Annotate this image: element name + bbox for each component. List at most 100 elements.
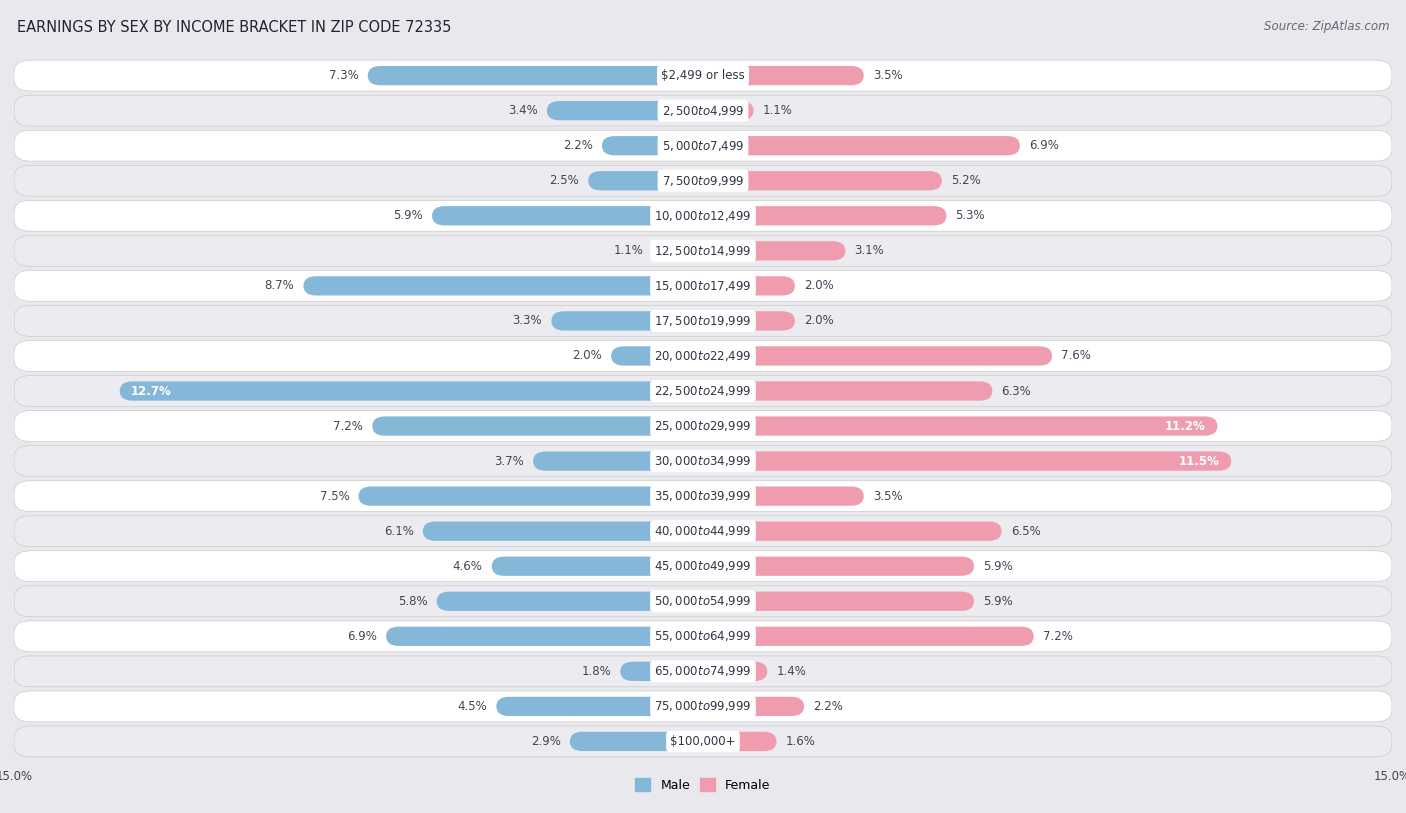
Text: 4.5%: 4.5% xyxy=(457,700,486,713)
Text: 3.5%: 3.5% xyxy=(873,489,903,502)
FancyBboxPatch shape xyxy=(547,101,703,120)
Text: 7.3%: 7.3% xyxy=(329,69,359,82)
FancyBboxPatch shape xyxy=(14,551,1392,581)
Legend: Male, Female: Male, Female xyxy=(630,773,776,797)
Text: 6.5%: 6.5% xyxy=(1011,524,1040,537)
FancyBboxPatch shape xyxy=(14,621,1392,652)
Text: 2.5%: 2.5% xyxy=(550,174,579,187)
Text: 11.2%: 11.2% xyxy=(1166,420,1206,433)
Text: 2.0%: 2.0% xyxy=(572,350,602,363)
Text: $65,000 to $74,999: $65,000 to $74,999 xyxy=(654,664,752,678)
Text: $45,000 to $49,999: $45,000 to $49,999 xyxy=(654,559,752,573)
FancyBboxPatch shape xyxy=(14,130,1392,161)
FancyBboxPatch shape xyxy=(602,136,703,155)
FancyBboxPatch shape xyxy=(703,207,946,225)
Text: 5.9%: 5.9% xyxy=(394,209,423,222)
Text: 1.4%: 1.4% xyxy=(776,665,807,678)
FancyBboxPatch shape xyxy=(14,411,1392,441)
FancyBboxPatch shape xyxy=(14,271,1392,302)
Text: 2.2%: 2.2% xyxy=(813,700,844,713)
Text: 2.0%: 2.0% xyxy=(804,315,834,328)
FancyBboxPatch shape xyxy=(304,276,703,295)
Text: 11.5%: 11.5% xyxy=(1178,454,1219,467)
FancyBboxPatch shape xyxy=(551,311,703,331)
Text: 1.8%: 1.8% xyxy=(582,665,612,678)
Text: $22,500 to $24,999: $22,500 to $24,999 xyxy=(654,384,752,398)
Text: $15,000 to $17,499: $15,000 to $17,499 xyxy=(654,279,752,293)
FancyBboxPatch shape xyxy=(359,486,703,506)
FancyBboxPatch shape xyxy=(569,732,703,751)
FancyBboxPatch shape xyxy=(437,592,703,611)
FancyBboxPatch shape xyxy=(14,200,1392,231)
FancyBboxPatch shape xyxy=(14,515,1392,546)
Text: 7.6%: 7.6% xyxy=(1062,350,1091,363)
FancyBboxPatch shape xyxy=(703,451,1232,471)
Text: $7,500 to $9,999: $7,500 to $9,999 xyxy=(662,174,744,188)
FancyBboxPatch shape xyxy=(703,101,754,120)
Text: $30,000 to $34,999: $30,000 to $34,999 xyxy=(654,454,752,468)
FancyBboxPatch shape xyxy=(703,346,1052,366)
Text: 6.9%: 6.9% xyxy=(347,630,377,643)
FancyBboxPatch shape xyxy=(703,416,1218,436)
Text: 3.4%: 3.4% xyxy=(508,104,537,117)
FancyBboxPatch shape xyxy=(703,557,974,576)
FancyBboxPatch shape xyxy=(14,726,1392,757)
FancyBboxPatch shape xyxy=(703,136,1019,155)
Text: 5.3%: 5.3% xyxy=(956,209,986,222)
Text: 7.5%: 7.5% xyxy=(319,489,349,502)
FancyBboxPatch shape xyxy=(368,66,703,85)
FancyBboxPatch shape xyxy=(703,486,863,506)
Text: $20,000 to $22,499: $20,000 to $22,499 xyxy=(654,349,752,363)
Text: $17,500 to $19,999: $17,500 to $19,999 xyxy=(654,314,752,328)
Text: $40,000 to $44,999: $40,000 to $44,999 xyxy=(654,524,752,538)
FancyBboxPatch shape xyxy=(387,627,703,646)
FancyBboxPatch shape xyxy=(703,381,993,401)
Text: 5.2%: 5.2% xyxy=(950,174,981,187)
Text: 6.1%: 6.1% xyxy=(384,524,413,537)
Text: 12.7%: 12.7% xyxy=(131,385,172,398)
Text: 5.9%: 5.9% xyxy=(983,559,1012,572)
Text: 3.1%: 3.1% xyxy=(855,245,884,258)
Text: 5.9%: 5.9% xyxy=(983,595,1012,608)
Text: 2.0%: 2.0% xyxy=(804,280,834,293)
Text: 3.5%: 3.5% xyxy=(873,69,903,82)
FancyBboxPatch shape xyxy=(612,346,703,366)
Text: $2,500 to $4,999: $2,500 to $4,999 xyxy=(662,104,744,118)
FancyBboxPatch shape xyxy=(14,341,1392,372)
FancyBboxPatch shape xyxy=(703,276,794,295)
Text: 4.6%: 4.6% xyxy=(453,559,482,572)
Text: $10,000 to $12,499: $10,000 to $12,499 xyxy=(654,209,752,223)
FancyBboxPatch shape xyxy=(496,697,703,716)
Text: 2.9%: 2.9% xyxy=(530,735,561,748)
FancyBboxPatch shape xyxy=(14,376,1392,406)
FancyBboxPatch shape xyxy=(14,95,1392,126)
FancyBboxPatch shape xyxy=(492,557,703,576)
FancyBboxPatch shape xyxy=(432,207,703,225)
FancyBboxPatch shape xyxy=(703,697,804,716)
FancyBboxPatch shape xyxy=(14,691,1392,722)
Text: Source: ZipAtlas.com: Source: ZipAtlas.com xyxy=(1264,20,1389,33)
FancyBboxPatch shape xyxy=(14,586,1392,617)
FancyBboxPatch shape xyxy=(120,381,703,401)
Text: 1.1%: 1.1% xyxy=(762,104,793,117)
Text: $35,000 to $39,999: $35,000 to $39,999 xyxy=(654,489,752,503)
FancyBboxPatch shape xyxy=(703,311,794,331)
FancyBboxPatch shape xyxy=(14,60,1392,91)
FancyBboxPatch shape xyxy=(14,165,1392,196)
FancyBboxPatch shape xyxy=(703,662,768,681)
Text: $12,500 to $14,999: $12,500 to $14,999 xyxy=(654,244,752,258)
Text: 6.9%: 6.9% xyxy=(1029,139,1059,152)
FancyBboxPatch shape xyxy=(703,522,1001,541)
Text: 5.8%: 5.8% xyxy=(398,595,427,608)
Text: 1.6%: 1.6% xyxy=(786,735,815,748)
FancyBboxPatch shape xyxy=(14,306,1392,337)
FancyBboxPatch shape xyxy=(14,446,1392,476)
FancyBboxPatch shape xyxy=(588,171,703,190)
FancyBboxPatch shape xyxy=(423,522,703,541)
Text: $2,499 or less: $2,499 or less xyxy=(661,69,745,82)
FancyBboxPatch shape xyxy=(14,656,1392,687)
Text: 8.7%: 8.7% xyxy=(264,280,294,293)
Text: 2.2%: 2.2% xyxy=(562,139,593,152)
Text: 7.2%: 7.2% xyxy=(333,420,363,433)
FancyBboxPatch shape xyxy=(620,662,703,681)
